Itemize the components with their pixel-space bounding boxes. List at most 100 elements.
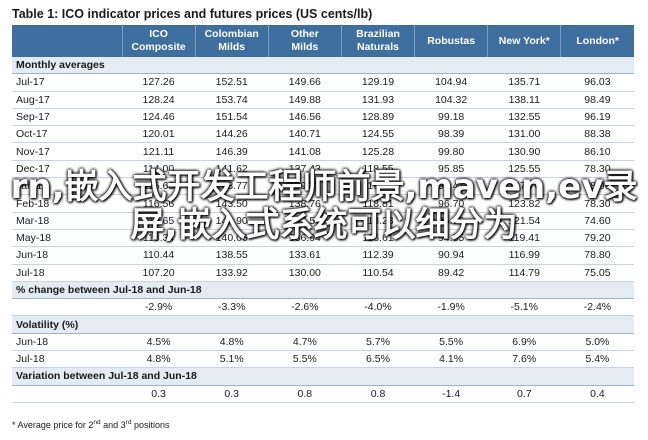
table-cell: 0.3 bbox=[122, 385, 196, 403]
table-title: Table 1: ICO indicator prices and future… bbox=[12, 7, 373, 21]
table-cell: 75.05 bbox=[560, 264, 634, 282]
table-cell: 127.76 bbox=[487, 177, 561, 196]
table-cell: 118.55 bbox=[341, 160, 415, 179]
column-header-line: Composite bbox=[131, 41, 186, 53]
table-cell: 116.61 bbox=[341, 229, 415, 248]
section-header-row: Volatility (%) bbox=[12, 315, 634, 334]
table-row: Jul-18 4.8% 5.1% 5.5% 6.5% 4.1% 7.6% 5.4% bbox=[12, 350, 634, 369]
row-label bbox=[12, 385, 122, 403]
table-cell: 119.41 bbox=[487, 229, 561, 248]
table-cell: 114.00 bbox=[122, 160, 196, 179]
table-cell: 144.26 bbox=[195, 125, 269, 144]
table-cell: 78.80 bbox=[560, 246, 634, 265]
table-cell: 152.51 bbox=[195, 73, 269, 92]
table-cell: 133.61 bbox=[268, 246, 342, 265]
table-cell: 95.96 bbox=[414, 212, 488, 230]
table-cell: 121.54 bbox=[487, 212, 561, 230]
table-cell: 5.0% bbox=[560, 333, 634, 352]
table-cell: 118.23 bbox=[341, 212, 415, 230]
table-cell: 0.8 bbox=[341, 385, 415, 403]
table-cell: 132.55 bbox=[487, 108, 561, 127]
section-header-row: % change between Jul-18 and Jun-18 bbox=[12, 281, 634, 300]
row-label: May-18 bbox=[12, 229, 122, 248]
table-cell: -2.6% bbox=[268, 298, 342, 317]
table-cell: -1.4 bbox=[414, 385, 488, 403]
section-title: Volatility (%) bbox=[12, 315, 634, 334]
section-title: Variation between Jul-18 and Jun-18 bbox=[12, 367, 634, 386]
table-cell: 4.1% bbox=[414, 350, 488, 369]
table-cell: 0.7 bbox=[487, 385, 561, 403]
column-header bbox=[12, 25, 123, 57]
table-body: Monthly averages Jul-17 127.26 152.51 149.66… bbox=[12, 57, 634, 403]
table-cell: 4.8% bbox=[195, 333, 269, 352]
section-header-row: Variation between Jul-18 and Jun-18 bbox=[12, 367, 634, 386]
table-cell: 116.56 bbox=[122, 194, 196, 213]
header-row: ICO Composite Colombian Milds Other Milds Braz… bbox=[12, 25, 634, 57]
column-header-line: ICO bbox=[149, 28, 168, 40]
column-header-line: Colombian bbox=[204, 28, 259, 40]
table-cell: 137.57 bbox=[268, 212, 342, 230]
row-label: Jun-18 bbox=[12, 246, 122, 265]
table-row: Oct-17 120.01 144.26 140.71 124.55 98.39 131.0… bbox=[12, 125, 634, 144]
table-cell: -2.9% bbox=[122, 298, 196, 317]
column-header: New York* bbox=[487, 25, 562, 57]
table-cell: -3.3% bbox=[195, 298, 269, 317]
section-title: Monthly averages bbox=[12, 57, 634, 75]
table-row: Jul-18 107.20 133.92 130.00 110.54 89.42 114.7… bbox=[12, 264, 634, 282]
table-cell: 6.5% bbox=[341, 350, 415, 369]
table-cell: 151.54 bbox=[195, 108, 269, 127]
price-table: ICO Composite Colombian Milds Other Milds Braz… bbox=[12, 25, 634, 403]
row-label: Jun-18 bbox=[12, 333, 122, 352]
table-row: Feb-18 116.56 143.50 138.76 118.81 96.70 123.8… bbox=[12, 194, 634, 213]
table-cell: 4.8% bbox=[122, 350, 196, 369]
column-header: ICO Composite bbox=[122, 25, 196, 57]
table-row: 0.3 0.3 0.8 0.8 -1.4 0.7 0.4 bbox=[12, 385, 634, 403]
table-cell: 130.00 bbox=[268, 264, 342, 282]
footnote-text-2: and 3 bbox=[100, 420, 126, 430]
table-cell: 94.85 bbox=[414, 229, 488, 248]
table-cell: 5.5% bbox=[268, 350, 342, 369]
table-cell: 79.20 bbox=[560, 229, 634, 248]
row-label: Nov-17 bbox=[12, 142, 122, 161]
table-row: Aug-17 128.24 153.74 149.88 131.93 104.32 138.… bbox=[12, 91, 634, 109]
table-row: Dec-17 114.00 141.62 137.43 118.55 95.85 125.5… bbox=[12, 160, 634, 179]
row-label: Jan-18 bbox=[12, 177, 122, 196]
table-cell: 110.54 bbox=[341, 264, 415, 282]
column-header-line: Milds bbox=[291, 41, 319, 53]
table-cell: 89.42 bbox=[414, 264, 488, 282]
section-header-row: Monthly averages bbox=[12, 57, 634, 75]
row-label: Jul-17 bbox=[12, 73, 122, 92]
table-cell: 114.65 bbox=[122, 212, 196, 230]
table-cell: 129.19 bbox=[341, 73, 415, 92]
table-cell: -5.1% bbox=[487, 298, 561, 317]
table-cell: 5.4% bbox=[560, 350, 634, 369]
row-label: Jul-18 bbox=[12, 350, 122, 369]
footnote-text-3: positions bbox=[131, 420, 170, 430]
table-cell: 5.1% bbox=[195, 350, 269, 369]
table-row: Sep-17 124.46 151.54 146.56 128.89 99.18 132.5… bbox=[12, 108, 634, 127]
table-cell: 0.3 bbox=[195, 385, 269, 403]
table-row: -2.9% -3.3% -2.6% -4.0% -1.9% -5.1% -2.4% bbox=[12, 298, 634, 317]
table-cell: 4.7% bbox=[268, 333, 342, 352]
table-row: Jun-18 110.44 138.55 133.61 112.39 90.94 116.9… bbox=[12, 246, 634, 265]
table-cell: 96.19 bbox=[560, 108, 634, 127]
column-header: Robustas bbox=[414, 25, 489, 57]
row-label: Jul-18 bbox=[12, 264, 122, 282]
table-cell: 133.92 bbox=[195, 264, 269, 282]
section-title: % change between Jul-18 and Jun-18 bbox=[12, 281, 634, 300]
table-cell: 7.6% bbox=[487, 350, 561, 369]
table-cell: 119.31 bbox=[341, 177, 415, 196]
row-label: Aug-17 bbox=[12, 91, 122, 109]
table-cell: 74.60 bbox=[560, 212, 634, 230]
table-cell: 143.50 bbox=[195, 194, 269, 213]
footnote-sup-1: nd bbox=[93, 419, 101, 426]
table-cell: 96.70 bbox=[414, 194, 488, 213]
column-header: Other Milds bbox=[268, 25, 342, 57]
table-cell: 153.74 bbox=[195, 91, 269, 109]
table-cell: 118.81 bbox=[341, 194, 415, 213]
table-cell: 120.01 bbox=[122, 125, 196, 144]
row-label bbox=[12, 298, 122, 317]
table-cell: 140.71 bbox=[268, 125, 342, 144]
column-header: Brazilian Naturals bbox=[341, 25, 416, 57]
table-cell: -2.4% bbox=[560, 298, 634, 317]
